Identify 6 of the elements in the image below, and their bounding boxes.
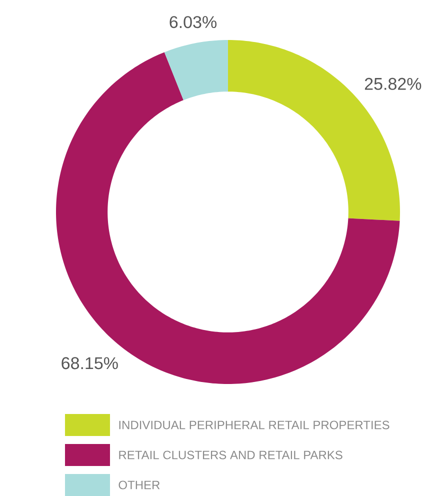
data-label: 68.15% <box>62 357 118 370</box>
legend-label: RETAIL CLUSTERS AND RETAIL PARKS <box>119 450 342 460</box>
data-label: 6.03% <box>170 16 216 28</box>
data-label: 25.82% <box>364 78 422 90</box>
legend-label: OTHER <box>118 480 160 490</box>
legend-label: INDIVIDUAL PERIPHERAL RETAIL PROPERTIES <box>119 420 390 430</box>
